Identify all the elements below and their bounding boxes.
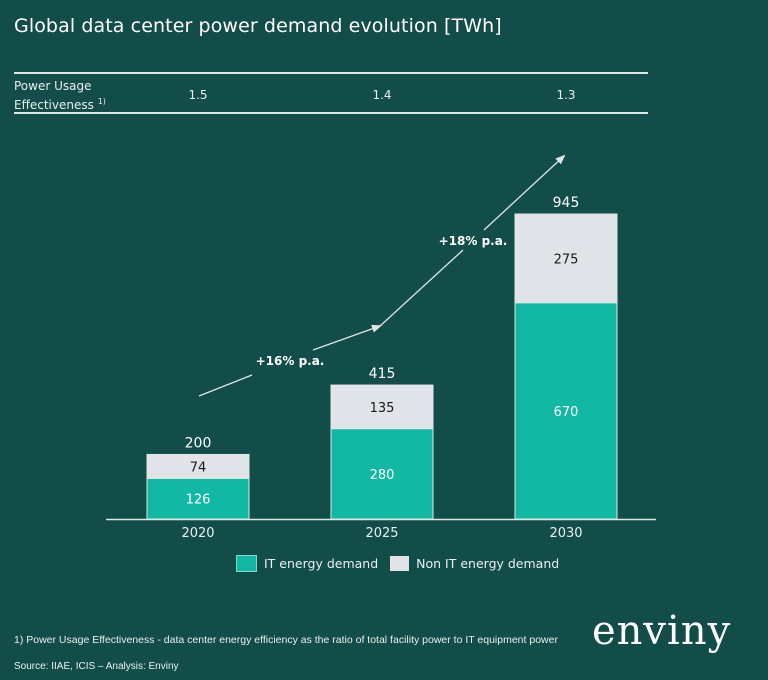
pue-footnote-marker: 1) <box>97 97 106 106</box>
legend-item-it: IT energy demand <box>236 555 378 572</box>
bar-it-2020 <box>146 477 250 520</box>
source-note: Source: IIAE, ICIS – Analysis: Enviny <box>14 661 179 672</box>
legend-item-non-it: Non IT energy demand <box>390 556 559 571</box>
legend-label-it: IT energy demand <box>264 556 379 571</box>
growth-label-2025-2030: +18% p.a. <box>439 234 508 248</box>
legend: IT energy demand Non IT energy demand <box>236 555 571 572</box>
total-label-2030: 945 <box>553 195 580 211</box>
pue-label-line1: Power Usage <box>14 79 92 93</box>
pue-bottom-rule <box>14 112 648 114</box>
chart-title: Global data center power demand evolutio… <box>14 15 502 37</box>
footnote: 1) Power Usage Effectiveness - data cent… <box>14 634 558 646</box>
growth-arrow-1-tail <box>198 374 253 397</box>
bar-label-it-2030: 670 <box>554 405 579 420</box>
pue-value-2025: 1.4 <box>372 88 392 102</box>
bar-it-2030 <box>514 302 618 520</box>
x-tick-label-2030: 2030 <box>549 526 582 541</box>
bar-label-non-it-2020: 74 <box>190 460 207 475</box>
growth-arrows: +16% p.a. +18% p.a. <box>198 154 566 397</box>
legend-label-non-it: Non IT energy demand <box>416 556 560 571</box>
total-label-2020: 200 <box>185 435 212 451</box>
pue-top-rule <box>14 72 648 74</box>
pue-label: Power Usage Effectiveness 1) <box>14 78 106 113</box>
growth-arrow-1-head <box>312 324 382 351</box>
total-label-2025: 415 <box>369 366 396 382</box>
bar-it-2025 <box>330 428 434 520</box>
growth-arrow-2-head <box>483 154 566 231</box>
pue-label-line2: Effectiveness <box>14 98 94 112</box>
growth-arrow-2-tail <box>379 249 464 327</box>
bar-label-it-2025: 280 <box>370 468 395 483</box>
growth-label-2020-2025: +16% p.a. <box>256 354 325 368</box>
legend-swatch-non-it <box>390 556 410 571</box>
bar-label-non-it-2030: 275 <box>554 252 579 267</box>
x-tick-label-2025: 2025 <box>365 526 398 541</box>
pue-value-2020: 1.5 <box>188 88 208 102</box>
x-tick-label-2020: 2020 <box>181 526 214 541</box>
legend-swatch-it <box>236 555 257 572</box>
bar-label-non-it-2025: 135 <box>370 401 395 416</box>
bar-non-it-2025 <box>330 384 434 430</box>
enviny-logo: enviny <box>592 608 732 654</box>
bar-label-it-2020: 126 <box>186 493 211 508</box>
pue-value-2030: 1.3 <box>556 88 576 102</box>
bar-non-it-2020 <box>146 453 250 479</box>
bar-non-it-2030 <box>514 213 618 304</box>
